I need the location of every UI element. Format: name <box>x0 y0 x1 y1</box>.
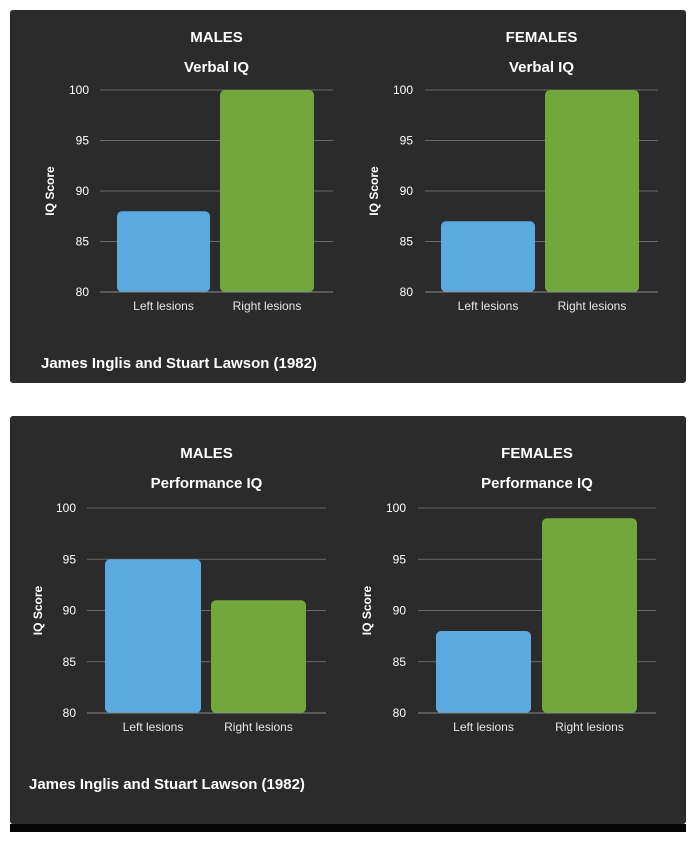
y-tick-label: 80 <box>400 285 414 299</box>
y-tick-label: 100 <box>69 83 89 97</box>
y-axis-label: IQ Score <box>43 166 57 216</box>
performance-iq-charts: MALES Performance IQ 80 85 90 95 100 IQ Score Le… <box>31 445 656 734</box>
bar-left-lesions <box>117 211 210 292</box>
y-tick-label: 95 <box>63 552 77 566</box>
y-tick-label: 80 <box>393 706 407 720</box>
x-tick-label: Right lesions <box>233 299 302 313</box>
x-tick-label: Right lesions <box>555 720 624 734</box>
y-tick-label: 90 <box>400 184 414 198</box>
x-tick-label: Left lesions <box>133 299 194 313</box>
x-tick-label: Right lesions <box>224 720 293 734</box>
chart-2: MALES Performance IQ 80 85 90 95 100 IQ Score Le… <box>31 445 326 734</box>
bottom-panel: MALES Performance IQ 80 85 90 95 100 IQ Score Le… <box>10 416 686 824</box>
chart-title: MALES <box>180 445 233 462</box>
x-tick-label: Right lesions <box>558 299 627 313</box>
citation: James Inglis and Stuart Lawson (1982) <box>41 355 317 372</box>
chart-subtitle: Performance IQ <box>481 475 593 492</box>
x-tick-label: Left lesions <box>123 720 184 734</box>
x-tick-label: Left lesions <box>453 720 514 734</box>
chart-subtitle: Verbal IQ <box>184 59 249 76</box>
chart-title: FEMALES <box>506 29 578 46</box>
y-axis-label: IQ Score <box>31 586 45 636</box>
y-axis-label: IQ Score <box>367 166 381 216</box>
y-tick-label: 85 <box>393 655 407 669</box>
top-panel: MALES Verbal IQ 80 85 90 95 100 IQ Score Left le… <box>10 10 686 383</box>
bar-left-lesions <box>105 559 201 713</box>
citation: James Inglis and Stuart Lawson (1982) <box>29 776 305 793</box>
y-tick-label: 100 <box>386 501 406 515</box>
y-tick-label: 85 <box>400 235 414 249</box>
chart-subtitle: Performance IQ <box>151 475 263 492</box>
chart-title: FEMALES <box>501 445 573 462</box>
chart-title: MALES <box>190 29 243 46</box>
chart-0: MALES Verbal IQ 80 85 90 95 100 IQ Score Left le… <box>43 29 333 313</box>
y-tick-label: 95 <box>393 552 407 566</box>
y-tick-label: 80 <box>63 706 77 720</box>
y-tick-label: 90 <box>76 184 90 198</box>
y-tick-label: 95 <box>400 134 414 148</box>
x-tick-label: Left lesions <box>458 299 519 313</box>
bar-left-lesions <box>436 631 531 713</box>
bar-right-lesions <box>542 518 637 713</box>
chart-subtitle: Verbal IQ <box>509 59 574 76</box>
y-tick-label: 90 <box>393 604 407 618</box>
chart-3: FEMALES Performance IQ 80 85 90 95 100 IQ Score… <box>360 445 656 734</box>
bar-right-lesions <box>211 600 306 713</box>
bottom-bar <box>10 824 686 832</box>
y-tick-label: 85 <box>76 235 90 249</box>
bar-right-lesions <box>545 90 639 292</box>
bar-right-lesions <box>220 90 314 292</box>
y-tick-label: 85 <box>63 655 77 669</box>
chart-1: FEMALES Verbal IQ 80 85 90 95 100 IQ Score Left … <box>367 29 658 313</box>
y-axis-label: IQ Score <box>360 586 374 636</box>
y-tick-label: 100 <box>393 83 413 97</box>
verbal-iq-charts: MALES Verbal IQ 80 85 90 95 100 IQ Score Left le… <box>43 29 658 313</box>
y-tick-label: 100 <box>56 501 76 515</box>
y-tick-label: 90 <box>63 604 77 618</box>
bar-left-lesions <box>441 221 535 292</box>
y-tick-label: 80 <box>76 285 90 299</box>
y-tick-label: 95 <box>76 134 90 148</box>
